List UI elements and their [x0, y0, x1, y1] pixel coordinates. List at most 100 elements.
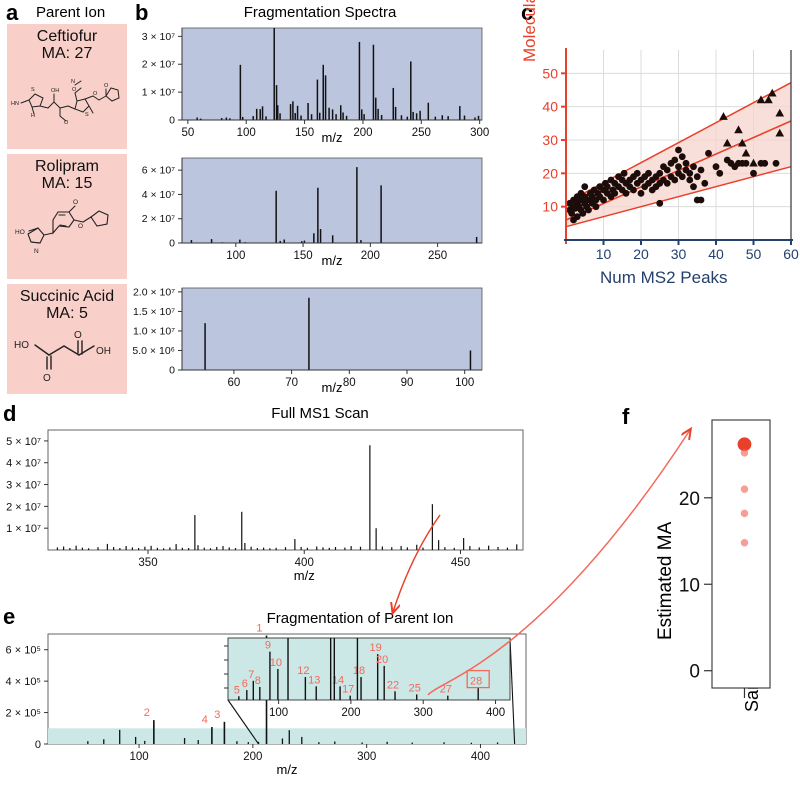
- inset-peak-label: 8: [255, 675, 261, 687]
- y-tick-label: 1.0 × 10⁷: [133, 325, 175, 337]
- x-tick-label: 100: [455, 377, 474, 389]
- y-tick-label: 1.5 × 10⁷: [133, 306, 175, 318]
- data-point-circle: [697, 166, 705, 174]
- x-axis-label: m/z: [322, 380, 343, 395]
- estimated-ma-point-highlighted[interactable]: [737, 437, 752, 452]
- svg-text:HO: HO: [14, 340, 29, 351]
- spectrum-succinic-acid: 0 5.0 × 10⁶ 1.0 × 10⁷ 1.5 × 10⁷ 2.0 × 10⁷ 60 7…: [132, 286, 483, 395]
- x-tick-label: 150: [295, 127, 314, 139]
- y-tick-label: 50: [542, 65, 558, 81]
- y-tick-label: 3 × 10⁷: [6, 480, 41, 492]
- inset-peak-label: 10: [270, 657, 282, 669]
- data-point-triangle: [719, 112, 728, 120]
- data-point-triangle: [756, 95, 766, 104]
- estimated-ma-point[interactable]: [740, 539, 749, 547]
- data-point-circle: [656, 199, 664, 207]
- full-ms1-scan-plot[interactable]: 1 × 10⁷ 2 × 10⁷ 3 × 10⁷ 4 × 10⁷ 5 × 10⁷ 350 40…: [0, 424, 530, 599]
- data-point-circle: [568, 209, 576, 217]
- molecule-name: Succinic Acid: [19, 288, 115, 305]
- inset-peak-label: 6: [242, 678, 248, 690]
- svg-text:HN: HN: [11, 101, 19, 107]
- data-point-triangle: [764, 95, 773, 104]
- panel-letter-a: a: [6, 0, 19, 25]
- plot-background: [181, 27, 483, 121]
- svg-text:O: O: [73, 199, 78, 206]
- data-point-circle: [750, 169, 757, 177]
- data-point-circle: [620, 169, 628, 177]
- molecule-card-rolipram[interactable]: Rolipram MA: 15 HO N O O: [7, 154, 127, 279]
- x-tick-label: 30: [671, 246, 687, 262]
- x-tick-label: 50: [746, 246, 762, 262]
- estimated-ma-point[interactable]: [740, 449, 749, 457]
- svg-text:O: O: [64, 120, 69, 126]
- molecule-ma: MA: 5: [46, 305, 88, 323]
- data-point-circle: [693, 173, 701, 181]
- x-tick-label: 300: [357, 751, 376, 763]
- x-tick-label: 60: [228, 377, 241, 389]
- panel-letter-e: e: [3, 604, 16, 629]
- x-tick-label: 10: [596, 246, 612, 262]
- svg-text:H: H: [31, 113, 35, 119]
- svg-text:OH: OH: [51, 88, 59, 94]
- inset-peak-label: 22: [387, 679, 399, 691]
- y-tick-label: 10: [542, 199, 558, 215]
- y-tick-label: 2 × 10⁷: [142, 59, 175, 71]
- molecule-name: Ceftiofur: [36, 28, 98, 45]
- inset-x-tick-label: 100: [269, 707, 288, 719]
- inset-x-tick-label: 400: [486, 707, 505, 719]
- y-tick-label: 6 × 10⁷: [142, 165, 175, 177]
- inset-peak-label: 14: [332, 674, 344, 686]
- panel-c-xlabel: Num MS2 Peaks: [600, 268, 728, 287]
- data-point-circle: [663, 166, 671, 174]
- y-tick-label: 3 × 10⁷: [142, 31, 175, 43]
- data-point-circle: [761, 159, 769, 167]
- data-point-circle: [579, 209, 587, 217]
- svg-text:N: N: [34, 248, 39, 255]
- y-tick-label: 0: [169, 115, 175, 127]
- y-tick-label: 2 × 10⁷: [6, 501, 41, 513]
- x-tick-label: 70: [285, 377, 298, 389]
- estimated-ma-point[interactable]: [740, 509, 749, 518]
- data-point-circle: [645, 169, 652, 177]
- data-point-circle: [611, 189, 619, 197]
- estimated-ma-strip-plot[interactable]: 0 10 20: [660, 414, 800, 724]
- inset-peak-label: 28: [470, 676, 482, 688]
- noise-threshold-shading: [48, 728, 526, 744]
- data-point-triangle: [775, 128, 785, 137]
- plot-background: [181, 287, 483, 371]
- svg-text:O: O: [43, 373, 51, 384]
- inset-peak-label: 9: [265, 640, 271, 652]
- data-point-circle: [637, 189, 645, 197]
- x-tick-label: 250: [412, 127, 431, 139]
- svg-text:O: O: [72, 87, 77, 93]
- panel-b-title: Fragmentation Spectra: [243, 4, 397, 21]
- data-point-circle: [622, 189, 630, 197]
- x-tick-label: 20: [633, 246, 649, 262]
- data-point-circle: [686, 169, 694, 177]
- svg-text:N: N: [71, 79, 75, 85]
- data-point-circle: [705, 149, 712, 157]
- x-tick-label: 100: [237, 127, 256, 139]
- peak-label: 3: [214, 709, 220, 721]
- x-tick-label: 90: [401, 377, 414, 389]
- x-tick-label: 250: [428, 250, 447, 262]
- x-tick-label: 200: [353, 127, 372, 139]
- rolipram-structure-icon: HO N O O: [15, 199, 109, 255]
- inset-peak-label: 7: [248, 669, 254, 681]
- ceftiofur-structure-icon: HNH S OH OO SO ON: [11, 79, 120, 126]
- svg-text:S: S: [31, 87, 35, 93]
- svg-text:OH: OH: [96, 346, 111, 357]
- y-tick-label: 1 × 10⁷: [142, 87, 175, 99]
- estimated-ma-point[interactable]: [740, 485, 749, 493]
- molecule-ma: MA: 27: [41, 45, 93, 63]
- x-tick-label: 100: [129, 751, 148, 763]
- molecule-card-succinic-acid[interactable]: Succinic Acid MA: 5 HO O O OH: [7, 284, 127, 394]
- data-point-circle: [690, 183, 697, 191]
- panel-d-title: Full MS1 Scan: [271, 405, 369, 422]
- x-tick-label: 400: [471, 751, 490, 763]
- data-point-circle: [682, 159, 690, 167]
- data-point-circle: [656, 169, 664, 177]
- ma-vs-ms2peaks-scatter[interactable]: 10 20 30 40 50 10 20 30 40 50 60: [536, 40, 800, 270]
